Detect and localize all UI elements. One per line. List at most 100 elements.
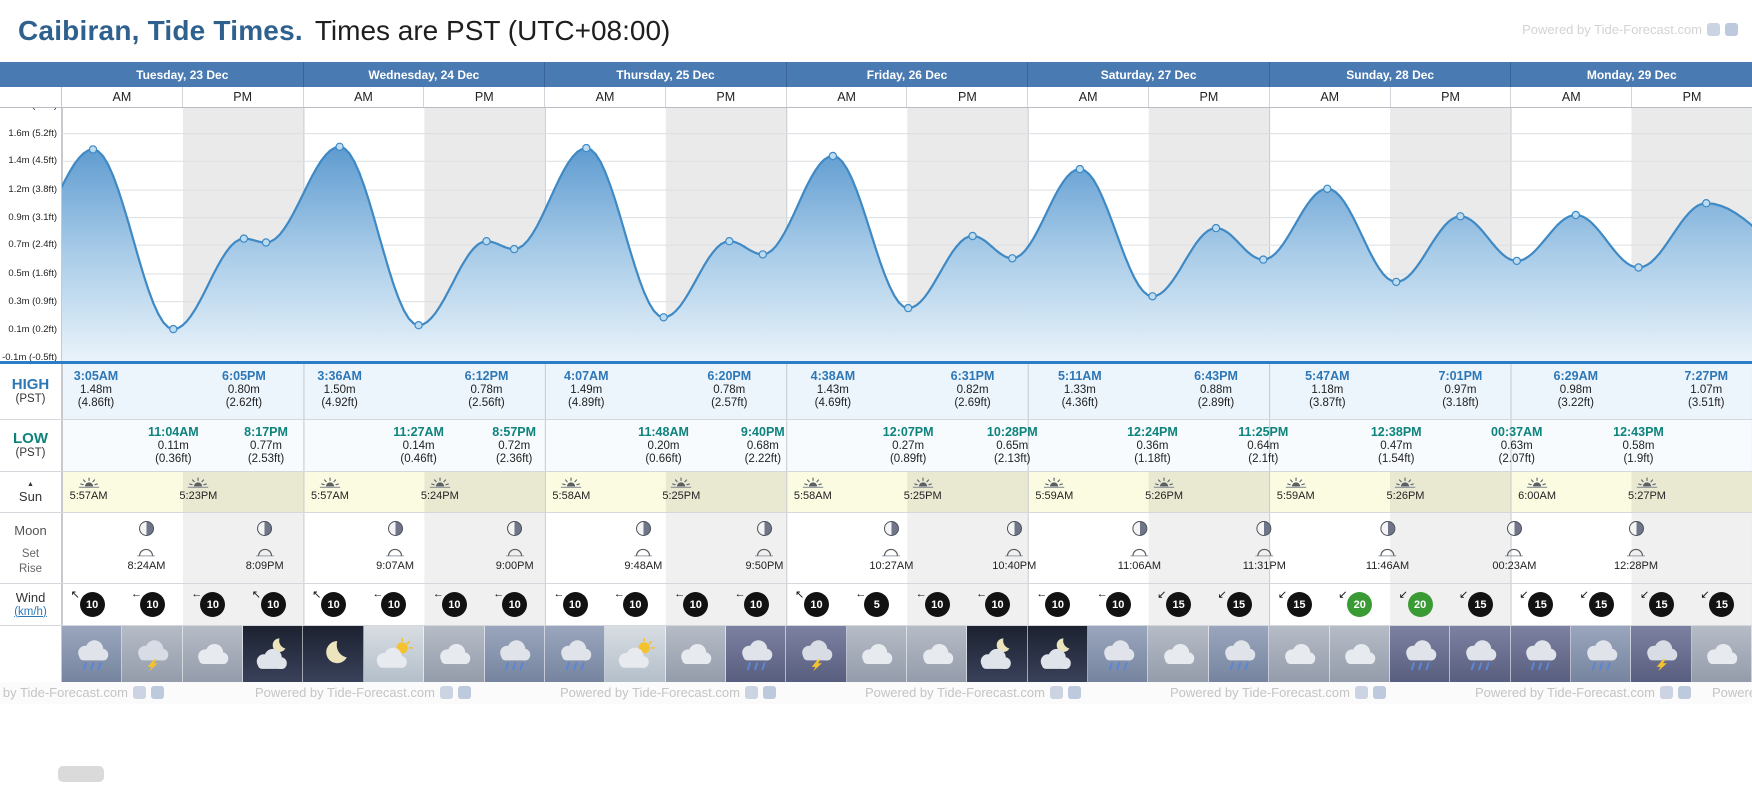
tide-height-ft: (2.53ft) [247, 453, 285, 465]
wind-speed-badge: 10 ← [735, 588, 769, 617]
wind-speed-badge: 15 ↙ [1519, 589, 1554, 617]
sunrise-icon [1042, 476, 1066, 489]
wind-speed-badge: 15 ↙ [1580, 589, 1614, 617]
sunset-icon [1635, 476, 1659, 489]
moon-set-icon [1626, 548, 1646, 557]
moon-rise-entry: 9:50PM [746, 521, 783, 572]
moon-rise-entry: 00:23AM [1492, 521, 1536, 572]
y-axis-labels: 1.8m (5.9ft) 1.6m (5.2ft) 1.4m (4.5ft) 1.2m… [0, 108, 61, 361]
footer-watermark: Powered by Tide-Forecast.com [865, 685, 1081, 700]
low-tide-entry: 8:57PM 0.72m (2.36ft) [492, 425, 536, 467]
weather-cloud-icon [854, 636, 898, 672]
moon-set-entry: 8:24AM [127, 521, 166, 572]
wind-direction-arrow: ← [976, 588, 988, 600]
watermark-badge-icon [439, 686, 453, 699]
tide-height-m: 1.07m [1690, 383, 1723, 396]
tide-height-ft: (1.18ft) [1134, 453, 1171, 465]
weather-rain-icon [1398, 636, 1442, 672]
sunrise-icon [1284, 476, 1308, 489]
tide-time: 8:17PM [244, 425, 288, 439]
moon-set-time: 8:24AM [127, 560, 166, 572]
footer-watermark: Powered by Tide-Forecast.com [1475, 685, 1691, 700]
moon-set-entry: 9:07AM [376, 521, 414, 572]
tide-height-m: 0.64m [1247, 439, 1280, 452]
tide-height-m: 0.47m [1380, 439, 1413, 452]
tide-height-ft: (0.46ft) [400, 453, 437, 465]
weather-storm-icon [130, 636, 174, 672]
moon-set-icon [136, 548, 156, 557]
wind-speed-badge: 15 ↙ [1157, 589, 1192, 617]
weather-row [0, 626, 1752, 682]
tide-time: 7:01PM [1438, 369, 1483, 383]
wind-speed-badge: 10 ↖ [252, 589, 286, 617]
low-tide-entry: 11:25PM 0.64m (2.1ft) [1238, 425, 1289, 467]
wind-cell: 10 ← [364, 584, 424, 625]
sunrise-entry: 5:57AM [311, 476, 349, 502]
sun-set-time: 5:26PM [1145, 490, 1184, 502]
weather-cloud-icon [1337, 636, 1381, 672]
moon-phase-icon [1131, 521, 1147, 536]
tide-height-m: 0.98m [1559, 383, 1592, 396]
high-tide-entry: 3:36AM 1.50m (4.92ft) [317, 369, 361, 411]
y-axis-tick: 0.7m (2.4ft) [8, 239, 57, 251]
tide-time: 4:38AM [810, 369, 856, 383]
tide-time: 11:25PM [1238, 425, 1289, 439]
high-tide-entry: 6:12PM 0.78m (2.56ft) [465, 369, 509, 411]
tide-height-ft: (2.56ft) [468, 397, 505, 409]
weather-moon-cloud-icon [975, 636, 1019, 672]
pm-label-2: PM [664, 87, 786, 107]
weather-tile-rain [1208, 626, 1270, 682]
wind-cell: 10 ← [424, 584, 484, 625]
weather-tiles [62, 626, 1752, 682]
wind-direction-arrow: ↖ [794, 589, 805, 601]
moon-rise-entry: 8:09PM [246, 521, 284, 572]
weather-cloud-icon [915, 636, 959, 672]
wind-cell: 15 ↙ [1269, 584, 1329, 625]
watermark-text: Powered by Tide-Forecast.com [865, 685, 1045, 700]
watermark-badge-icon [1677, 686, 1691, 699]
wind-cell: 20 ↙ [1330, 584, 1390, 625]
watermark-badge-icon [1707, 23, 1720, 36]
tide-height-ft: (3.51ft) [1688, 397, 1725, 409]
moon-phase-icon [1506, 521, 1522, 536]
sun-rise-time: 5:58AM [552, 490, 591, 502]
sun-row-label: Sun [18, 488, 43, 504]
tide-height-m: 0.65m [996, 439, 1029, 452]
tide-time: 6:31PM [950, 369, 995, 383]
tide-height-m: 0.88m [1200, 383, 1232, 396]
tide-time: 11:04AM [147, 425, 199, 439]
tide-height-ft: (2.89ft) [1197, 397, 1235, 409]
low-tide-entry: 12:43PM 0.58m (1.9ft) [1613, 425, 1664, 467]
tide-height-ft: (2.69ft) [954, 397, 991, 409]
wind-direction-arrow: ↙ [1398, 589, 1408, 601]
wind-cells: 10 ↖ 10 ← 10 ← 10 ↖ 10 ↖ 10 ← 10 ← 10 ← 10 ← 10 ← 10 ← 10 ← 10 ↖ 5… [62, 584, 1752, 625]
y-axis-tick: 1.2m (3.8ft) [8, 184, 57, 196]
wind-speed-badge: 10 ↖ [71, 589, 105, 617]
moon-rise-time: 8:09PM [245, 560, 284, 572]
wind-cell: 10 ↖ [243, 584, 303, 625]
watermark-text: Powered by Tide-Forecast.com [0, 685, 128, 700]
ampm-cells: AM PM AM PM AM PM AM PM AM PM AM PM AM PM [62, 87, 1752, 107]
tide-height-m: 0.82m [956, 383, 989, 396]
wind-cell: 5 ← [847, 584, 907, 625]
tide-height-m: 1.49m [570, 383, 603, 396]
wind-cell: 10 ← [967, 584, 1027, 625]
sunset-entry: 5:25PM [904, 476, 942, 502]
day-header-0: Tuesday, 23 Dec [62, 62, 303, 87]
sun-rise-time: 5:58AM [793, 490, 832, 502]
watermark-badge-icon [1067, 686, 1081, 699]
moon-rise-time: 11:31PM [1242, 560, 1286, 572]
wind-cell: 10 ← [545, 584, 605, 625]
wind-unit-link[interactable]: (km/h) [14, 605, 47, 618]
moon-set-icon [1129, 548, 1149, 557]
day-header-3: Friday, 26 Dec [785, 62, 1028, 87]
moon-set-time: 11:06AM [1117, 560, 1161, 572]
moon-phase-icon [1628, 521, 1644, 536]
weather-tile-cloud [1269, 626, 1330, 682]
tide-height-m: 0.72m [498, 439, 531, 452]
am-label-5: AM [1268, 87, 1390, 107]
low-tide-entry: 11:48AM 0.20m (0.66ft) [638, 425, 689, 467]
tide-time: 7:27PM [1684, 369, 1729, 383]
wind-speed-badge: 10 ← [493, 588, 528, 617]
moon-rise-icon [255, 548, 275, 557]
